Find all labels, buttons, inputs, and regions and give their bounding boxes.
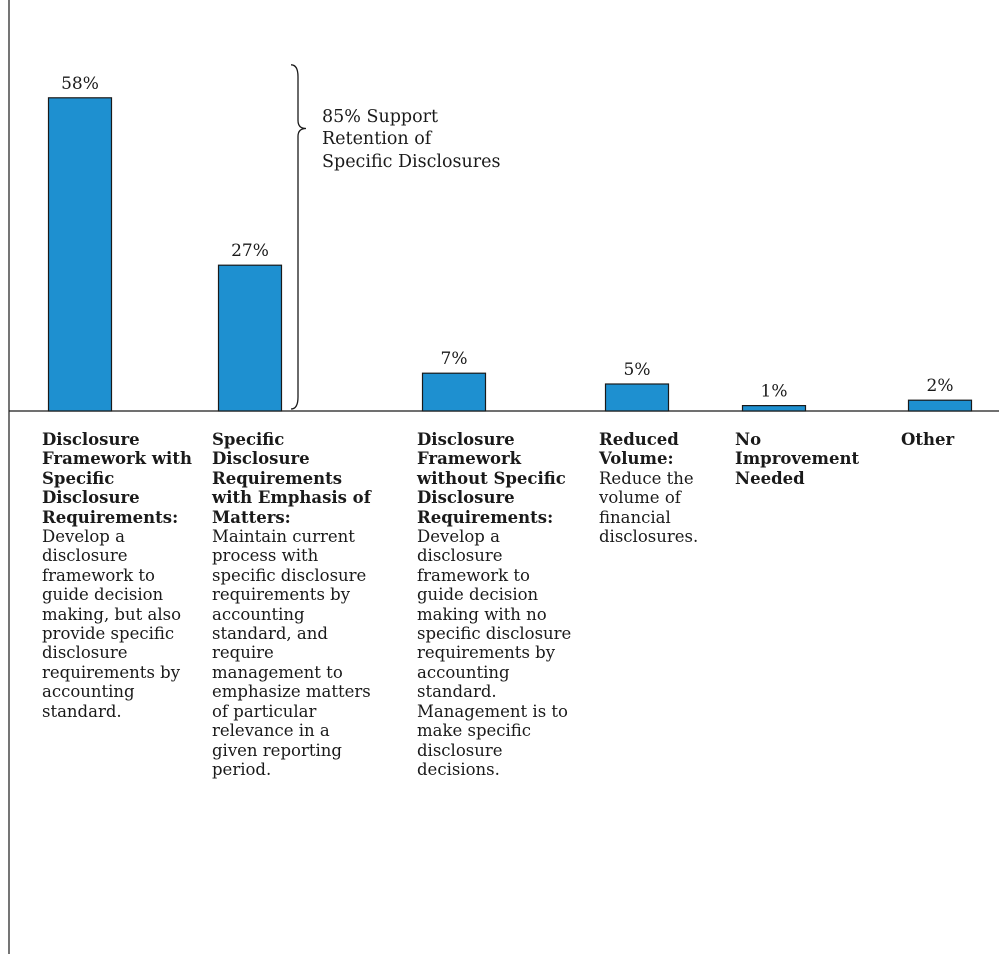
annotation-brace xyxy=(290,64,307,410)
annotation-line-2: Retention of xyxy=(322,129,433,149)
category-title-3: Disclosure Framework without Specific Di… xyxy=(417,430,566,527)
value-label-6: 2% xyxy=(927,376,954,396)
category-title-4: Reduced Volume: xyxy=(599,430,679,469)
category-title-1: Disclosure Framework with Specific Discl… xyxy=(42,430,192,527)
bar-2 xyxy=(217,264,283,412)
category-description-3: Develop a disclosure framework to guide … xyxy=(417,527,572,779)
category-title-5: No Improvement Needed xyxy=(735,430,860,488)
category-description-2: Maintain current process with specific d… xyxy=(212,527,371,779)
bar-3 xyxy=(421,372,487,412)
category-title-6: Other xyxy=(901,430,955,449)
category-description-1: Develop a disclosure framework to guide … xyxy=(42,527,182,721)
category-label-5: No Improvement Needed xyxy=(735,430,875,488)
category-label-2: Specific Disclosure Requirements with Em… xyxy=(212,430,380,779)
category-label-4: Reduced Volume: Reduce the volume of fin… xyxy=(599,430,711,546)
category-label-1: Disclosure Framework with Specific Discl… xyxy=(42,430,192,721)
bar-6 xyxy=(907,399,973,412)
category-label-6: Other xyxy=(901,430,981,449)
value-label-2: 27% xyxy=(231,241,269,261)
bar-4 xyxy=(604,383,670,412)
category-description-4: Reduce the volume of financial disclosur… xyxy=(599,468,699,547)
value-label-4: 5% xyxy=(624,360,651,380)
annotation-line-1: 85% Support xyxy=(322,107,438,127)
category-label-3: Disclosure Framework without Specific Di… xyxy=(417,430,579,779)
bar-5 xyxy=(741,405,807,412)
category-title-2: Specific Disclosure Requirements with Em… xyxy=(212,430,371,527)
value-label-5: 1% xyxy=(761,382,788,402)
value-label-1: 58% xyxy=(61,74,99,94)
bar-1 xyxy=(47,97,113,412)
annotation-line-3: Specific Disclosures xyxy=(322,152,500,172)
value-label-3: 7% xyxy=(441,349,468,369)
